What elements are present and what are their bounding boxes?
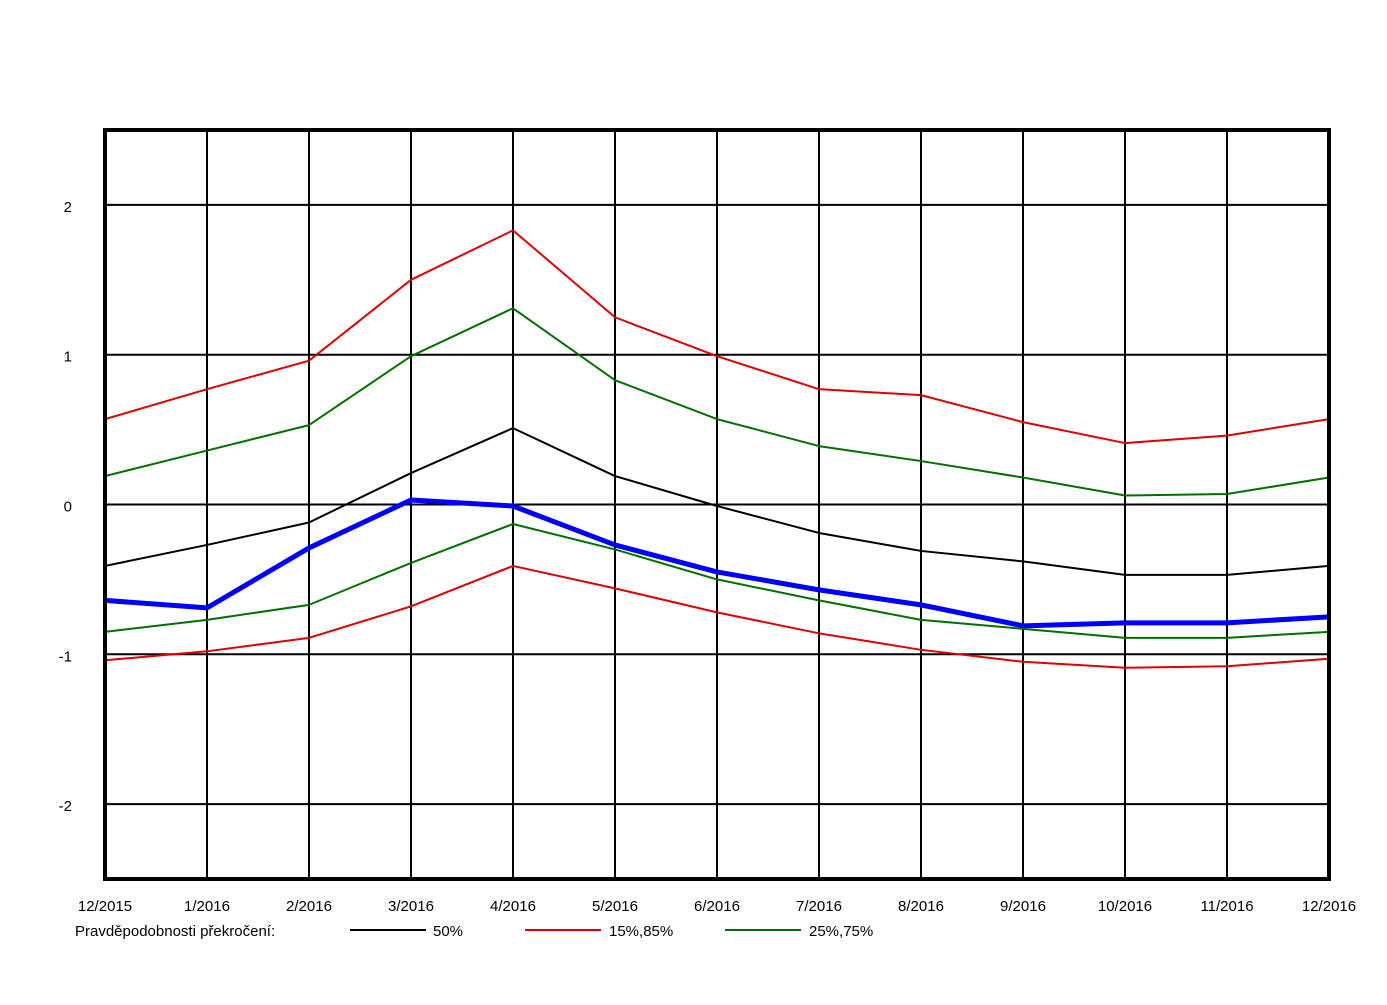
legend-label-15-85: 15%,85% — [609, 923, 673, 940]
y-axis: 2 1 0 -1 -2 — [59, 199, 72, 815]
x-tick-label: 2/2016 — [286, 898, 332, 915]
x-tick-label: 12/2016 — [1302, 898, 1356, 915]
x-tick-label: 4/2016 — [490, 898, 536, 915]
series-line-15-upper — [104, 229, 1330, 445]
x-tick-label: 12/2015 — [78, 898, 132, 915]
y-tick-label: -1 — [59, 648, 72, 665]
series-line-85-lower — [104, 564, 1330, 669]
y-tick-label: 0 — [64, 499, 72, 516]
legend: Pravděpodobnosti překročení: 50% 15%,85%… — [75, 923, 873, 940]
x-tick-label: 8/2016 — [898, 898, 944, 915]
series-lines — [104, 229, 1330, 669]
grid — [104, 130, 1330, 879]
legend-label-25-75: 25%,75% — [809, 923, 873, 940]
y-tick-label: 2 — [64, 199, 72, 216]
plot-frame — [103, 128, 1331, 881]
legend-title: Pravděpodobnosti překročení: — [75, 923, 275, 940]
series-line-25-upper — [104, 307, 1330, 497]
y-tick-label: -2 — [59, 798, 72, 815]
x-tick-label: 10/2016 — [1098, 898, 1152, 915]
series-line-75-lower — [104, 522, 1330, 639]
x-tick-label: 3/2016 — [388, 898, 434, 915]
x-tick-label: 1/2016 — [184, 898, 230, 915]
legend-label-50: 50% — [433, 923, 463, 940]
x-tick-label: 9/2016 — [1000, 898, 1046, 915]
x-tick-label: 5/2016 — [592, 898, 638, 915]
x-tick-label: 11/2016 — [1200, 898, 1253, 915]
x-tick-label: 6/2016 — [694, 898, 740, 915]
x-tick-label: 7/2016 — [796, 898, 842, 915]
x-axis: 12/2015 1/2016 2/2016 3/2016 4/2016 5/2016 6/2… — [78, 898, 1356, 915]
series-line-actual — [104, 497, 1330, 629]
series-line-50- — [104, 427, 1330, 576]
y-tick-label: 1 — [64, 349, 72, 366]
